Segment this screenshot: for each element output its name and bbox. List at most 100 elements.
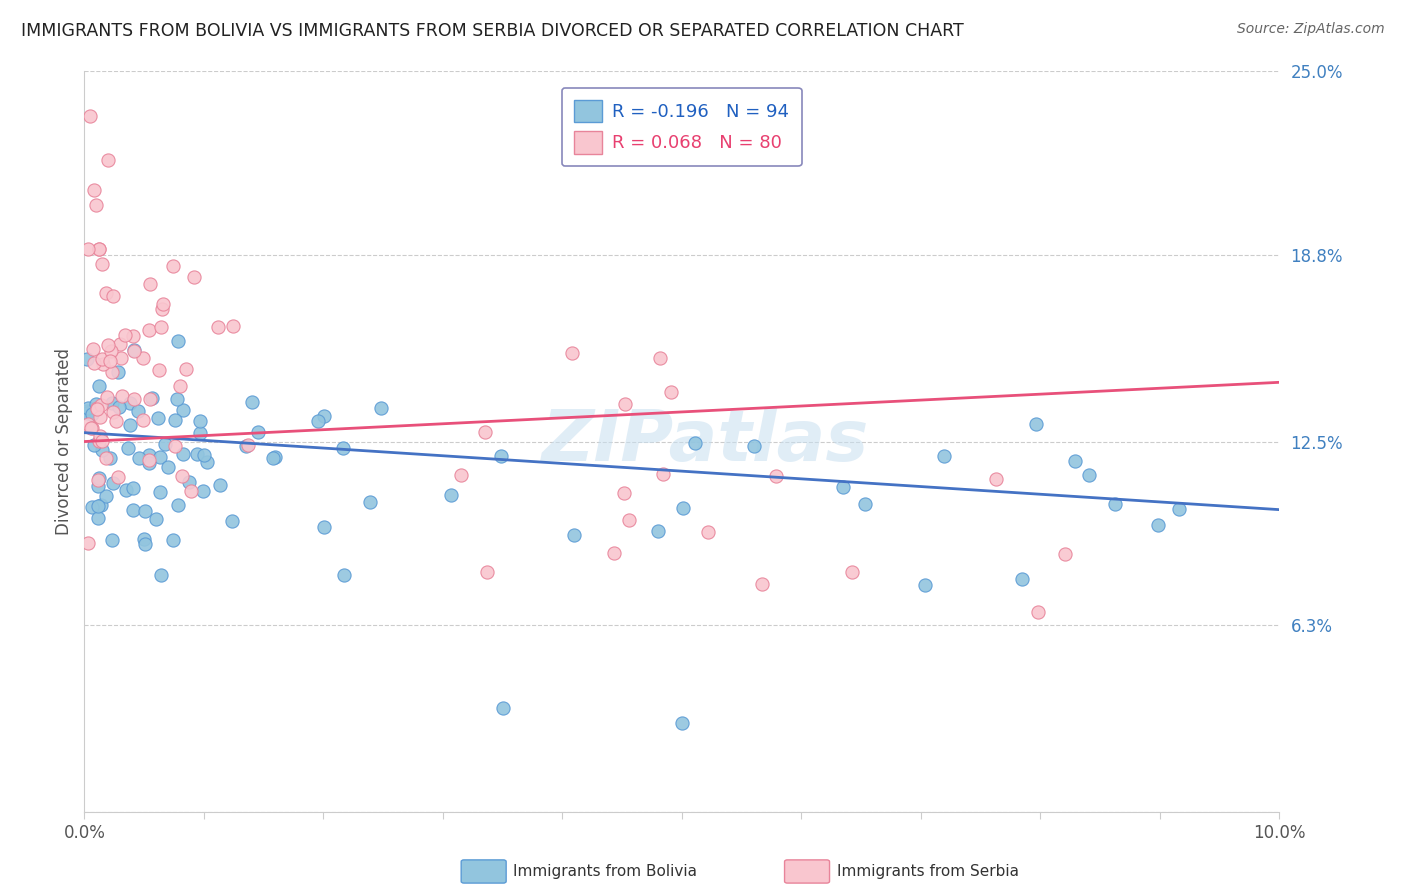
Point [613, 486, 636, 500]
Point [853, 497, 876, 511]
Point [122, 343, 145, 357]
Point [186, 447, 208, 461]
Point [307, 414, 329, 428]
Point [111, 389, 134, 403]
Point [172, 403, 194, 417]
Point [671, 500, 693, 515]
Point [82, 342, 104, 356]
Point [101, 365, 124, 379]
Point [122, 502, 145, 516]
Point [156, 459, 179, 474]
Point [650, 351, 672, 365]
Point [193, 448, 215, 462]
Point [115, 483, 138, 497]
Point [77, 417, 100, 432]
Point [492, 701, 515, 715]
Point [101, 476, 124, 491]
Point [138, 323, 160, 337]
Point [831, 480, 853, 494]
Point [82, 500, 104, 515]
Point [149, 450, 172, 464]
Point [94, 286, 117, 301]
Point [1168, 502, 1191, 516]
Point [208, 477, 231, 491]
Point [105, 414, 128, 428]
Point [100, 344, 122, 359]
Point [134, 532, 156, 546]
Point [80, 421, 103, 435]
Point [77, 536, 100, 550]
Point [188, 426, 211, 441]
Point [240, 395, 263, 409]
Point [79, 109, 101, 123]
Point [221, 514, 243, 528]
Point [183, 269, 205, 284]
Point [1025, 417, 1047, 431]
Point [370, 401, 392, 415]
Point [491, 449, 513, 463]
Point [89, 429, 111, 443]
Point [613, 397, 636, 411]
Point [127, 404, 149, 418]
Point [87, 473, 110, 487]
Point [1078, 467, 1101, 482]
Text: Immigrants from Bolivia: Immigrants from Bolivia [513, 864, 697, 879]
Point [101, 289, 124, 303]
Point [170, 468, 193, 483]
Point [172, 447, 194, 461]
Point [765, 469, 787, 483]
Point [141, 391, 163, 405]
Point [83, 437, 105, 451]
Point [312, 409, 335, 423]
Point [89, 242, 111, 256]
Point [121, 481, 143, 495]
Point [107, 365, 129, 379]
Point [118, 396, 141, 410]
Point [90, 398, 112, 412]
Y-axis label: Divorced or Separated: Divorced or Separated [55, 348, 73, 535]
Text: Source: ZipAtlas.com: Source: ZipAtlas.com [1237, 22, 1385, 37]
Text: Immigrants from Serbia: Immigrants from Serbia [837, 864, 1018, 879]
Point [262, 451, 284, 466]
Point [98, 354, 121, 368]
Point [87, 479, 110, 493]
Point [152, 297, 174, 311]
Point [91, 434, 114, 448]
Point [697, 525, 720, 540]
Point [235, 439, 257, 453]
Point [333, 567, 356, 582]
Point [193, 484, 215, 499]
Text: IMMIGRANTS FROM BOLIVIA VS IMMIGRANTS FROM SERBIA DIVORCED OR SEPARATED CORRELAT: IMMIGRANTS FROM BOLIVIA VS IMMIGRANTS FR… [21, 22, 965, 40]
Point [114, 328, 136, 343]
Point [80, 421, 103, 435]
Point [162, 259, 184, 273]
Point [195, 455, 218, 469]
Point [138, 448, 160, 462]
Point [149, 567, 172, 582]
Point [90, 499, 112, 513]
Point [742, 439, 765, 453]
Point [222, 319, 245, 334]
Point [651, 467, 673, 482]
Point [89, 471, 111, 485]
Point [148, 363, 170, 377]
Point [80, 407, 103, 421]
Point [562, 528, 585, 542]
Point [87, 242, 110, 256]
Point [77, 401, 100, 415]
Point [207, 319, 229, 334]
Point [76, 404, 98, 418]
Point [603, 545, 626, 559]
Point [647, 524, 669, 538]
Point [138, 453, 160, 467]
Point [132, 413, 155, 427]
Point [86, 401, 108, 416]
Point [89, 410, 111, 425]
Point [77, 242, 100, 256]
Point [139, 277, 162, 292]
Point [84, 397, 107, 411]
Point [134, 504, 156, 518]
Point [139, 392, 162, 406]
Legend: R = -0.196   N = 94, R = 0.068   N = 80: R = -0.196 N = 94, R = 0.068 N = 80 [562, 87, 801, 166]
Point [236, 438, 259, 452]
